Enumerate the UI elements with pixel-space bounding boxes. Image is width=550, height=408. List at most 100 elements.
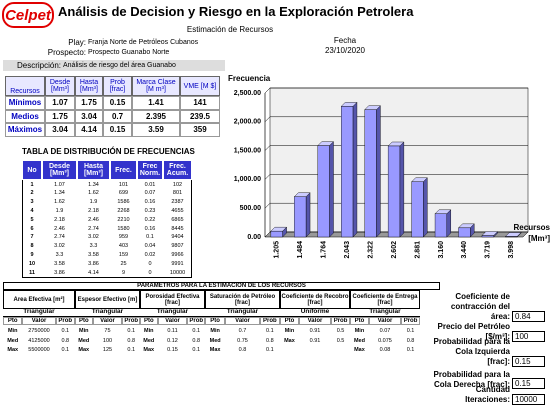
param-cell: Min <box>144 328 154 334</box>
bar <box>434 213 447 238</box>
params-title: PARAMETROS PARA LA ESTIMACIÓN DE LOS REC… <box>3 282 440 290</box>
param-dist: Triangular <box>205 309 280 317</box>
field-value: Franja Norte de Petróleos Cubanos <box>88 39 199 46</box>
x-tick-label: 1.205 <box>274 241 281 259</box>
param-cell: Max <box>143 347 155 353</box>
x-axis-label: Recursos [Mm³] <box>513 223 550 243</box>
param-cell: 5500000 <box>28 347 50 353</box>
freq-cell: 3.58 <box>88 252 99 259</box>
param-cell: 0.1 <box>192 328 201 334</box>
param-name: Coeficiente de Recobro [frac] <box>280 290 350 309</box>
bar <box>387 145 401 238</box>
param-dist: Triangular <box>3 309 75 317</box>
param-cell: 0.15 <box>167 347 178 353</box>
param-header: Valor <box>157 317 188 325</box>
param-dist: Triangular <box>140 309 205 317</box>
bar <box>505 236 518 238</box>
freq-cell: 0 <box>148 260 152 267</box>
param-cell: 75 <box>104 328 111 334</box>
freq-cell: 2 <box>30 190 34 197</box>
param-cell: Max <box>78 347 90 353</box>
param-cell: 0.08 <box>379 347 391 353</box>
param-header: Pto <box>3 317 23 325</box>
x-tick-label: 3.998 <box>508 241 515 259</box>
freq-cell: 25 <box>120 260 127 267</box>
param-cell: 0.1 <box>266 347 274 353</box>
input-label: Probabilidad para la Cola Izquierda [fra… <box>433 337 510 366</box>
param-header: Prob <box>55 317 75 325</box>
summary-cell: 1.75 <box>45 109 75 124</box>
freq-cell: 3.3 <box>55 252 64 259</box>
x-tick-label: 2.043 <box>344 241 351 259</box>
param-dist: Triangular <box>75 309 140 317</box>
param-cell: 0.11 <box>167 328 178 334</box>
field-label: Descripción: <box>16 61 61 70</box>
input-value: 100 <box>512 331 545 342</box>
x-tick-label: 2.881 <box>414 241 421 259</box>
x-tick-label: 1.484 <box>297 241 304 259</box>
freq-cell: 1580 <box>117 225 130 232</box>
freq-header: Frec Norm. <box>137 160 163 180</box>
freq-header: Hasta [Mm³] <box>77 160 110 180</box>
summary-header: VME [M $] <box>180 76 220 96</box>
summary-row-label: Máximos <box>5 123 45 138</box>
summary-cell: 1.75 <box>75 96 103 110</box>
freq-cell: 6865 <box>171 216 184 223</box>
freq-cell: 3.3 <box>89 243 98 250</box>
freq-cell: 9 <box>121 269 126 276</box>
freq-cell: 2387 <box>171 199 184 206</box>
freq-cell: 9966 <box>171 252 184 259</box>
input-value: 10000 <box>512 394 545 405</box>
bar <box>481 235 494 238</box>
grid-line <box>264 174 528 180</box>
freq-cell: 0.04 <box>144 243 156 250</box>
freq-cell: 0.16 <box>144 225 156 232</box>
freq-cell: 699 <box>118 190 129 197</box>
summary-cell: 3.59 <box>132 123 180 138</box>
freq-cell: 4655 <box>171 208 184 215</box>
freq-cell: 101 <box>118 181 129 188</box>
input-label: Precio del Petróleo [$/m³]: <box>437 322 510 341</box>
input-value: 0.84 <box>512 311 545 322</box>
param-cell: 0.5 <box>336 328 345 334</box>
param-cell: 0.1 <box>127 328 136 334</box>
field-value: Prospecto Guanabo Norte <box>88 49 170 56</box>
bar <box>317 145 330 238</box>
param-cell: 0.1 <box>192 347 201 353</box>
summary-cell: 0.15 <box>103 96 132 110</box>
freq-cell: 1.9 <box>55 208 64 215</box>
freq-cell: 6 <box>30 225 34 232</box>
param-header: Pto <box>280 317 299 325</box>
param-cell: 0.1 <box>127 347 136 353</box>
input-value: 0.15 <box>512 378 545 389</box>
field-label: Play: <box>68 38 86 47</box>
param-cell: 0.07 <box>379 328 391 334</box>
summary-cell: 3.04 <box>45 123 75 138</box>
param-header: Prob <box>401 317 420 325</box>
param-cell: 125 <box>102 347 113 353</box>
freq-cell: 102 <box>172 181 183 188</box>
param-cell: 0.1 <box>406 347 415 353</box>
freq-cell: 0.16 <box>144 199 156 206</box>
freq-cell: 7 <box>30 234 34 241</box>
param-cell: Max <box>7 347 19 353</box>
input-label: Coeficiente de contracción del área: <box>450 292 510 321</box>
x-tick-label: 1.764 <box>320 241 327 259</box>
freq-cell: 1586 <box>117 199 130 206</box>
freq-cell: 2268 <box>117 208 130 215</box>
freq-cell: 9 <box>30 252 34 259</box>
freq-cell: 959 <box>118 234 129 241</box>
x-tick-label: 3.440 <box>461 241 468 259</box>
freq-cell: 3.58 <box>54 260 65 267</box>
grid-line <box>264 202 528 209</box>
bar-side <box>423 177 428 238</box>
param-header: Pto <box>350 317 369 325</box>
x-tick-label: 3.160 <box>438 241 445 259</box>
param-cell: 0.5 <box>336 337 345 344</box>
subtitle: Estimación de Recursos <box>186 25 274 34</box>
y-tick-label: 500.00 <box>240 205 262 212</box>
bar <box>411 181 424 238</box>
param-cell: 0.8 <box>61 337 70 344</box>
y-tick-label: 1,000.00 <box>234 176 261 183</box>
